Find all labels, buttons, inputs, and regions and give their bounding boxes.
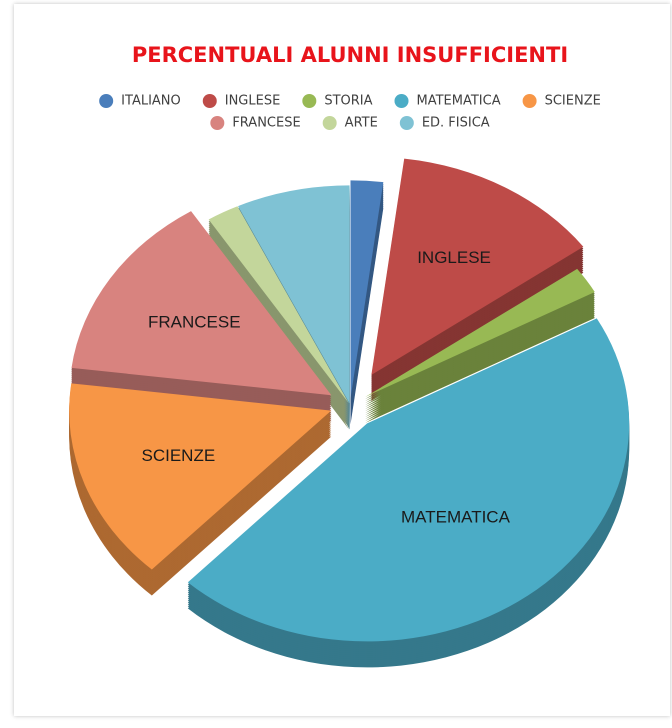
slice	[187, 318, 630, 642]
legend-swatch	[399, 116, 414, 130]
legend-swatch	[99, 94, 114, 108]
slice	[238, 185, 350, 404]
slice	[365, 268, 595, 397]
legend-label: ITALIANO	[121, 94, 181, 109]
slice-label: MATEMATICA	[401, 508, 511, 527]
slice	[71, 211, 332, 396]
slice	[208, 206, 350, 404]
legend-swatch	[202, 94, 217, 108]
slice-label: FRANCESE	[148, 312, 241, 331]
legend-label: ARTE	[345, 116, 378, 131]
slice	[371, 158, 584, 375]
legend-swatch	[522, 94, 537, 108]
chart-title: PERCENTUALI ALUNNI INSUFFICIENTI	[132, 43, 568, 67]
legend-label: ED. FISICA	[422, 116, 490, 131]
legend-swatch	[302, 94, 317, 108]
slice	[350, 180, 384, 399]
slice	[69, 383, 332, 570]
legend-swatch	[322, 116, 337, 130]
slice-label: SCIENZE	[142, 446, 216, 465]
legend-label: STORIA	[324, 94, 372, 109]
slice-label: INGLESE	[417, 248, 491, 267]
legend-label: FRANCESE	[232, 116, 300, 131]
legend-swatch	[210, 116, 225, 130]
legend-label: SCIENZE	[545, 94, 601, 109]
legend-label: MATEMATICA	[417, 94, 501, 109]
legend-swatch	[394, 94, 409, 108]
legend-label: INGLESE	[225, 94, 281, 109]
